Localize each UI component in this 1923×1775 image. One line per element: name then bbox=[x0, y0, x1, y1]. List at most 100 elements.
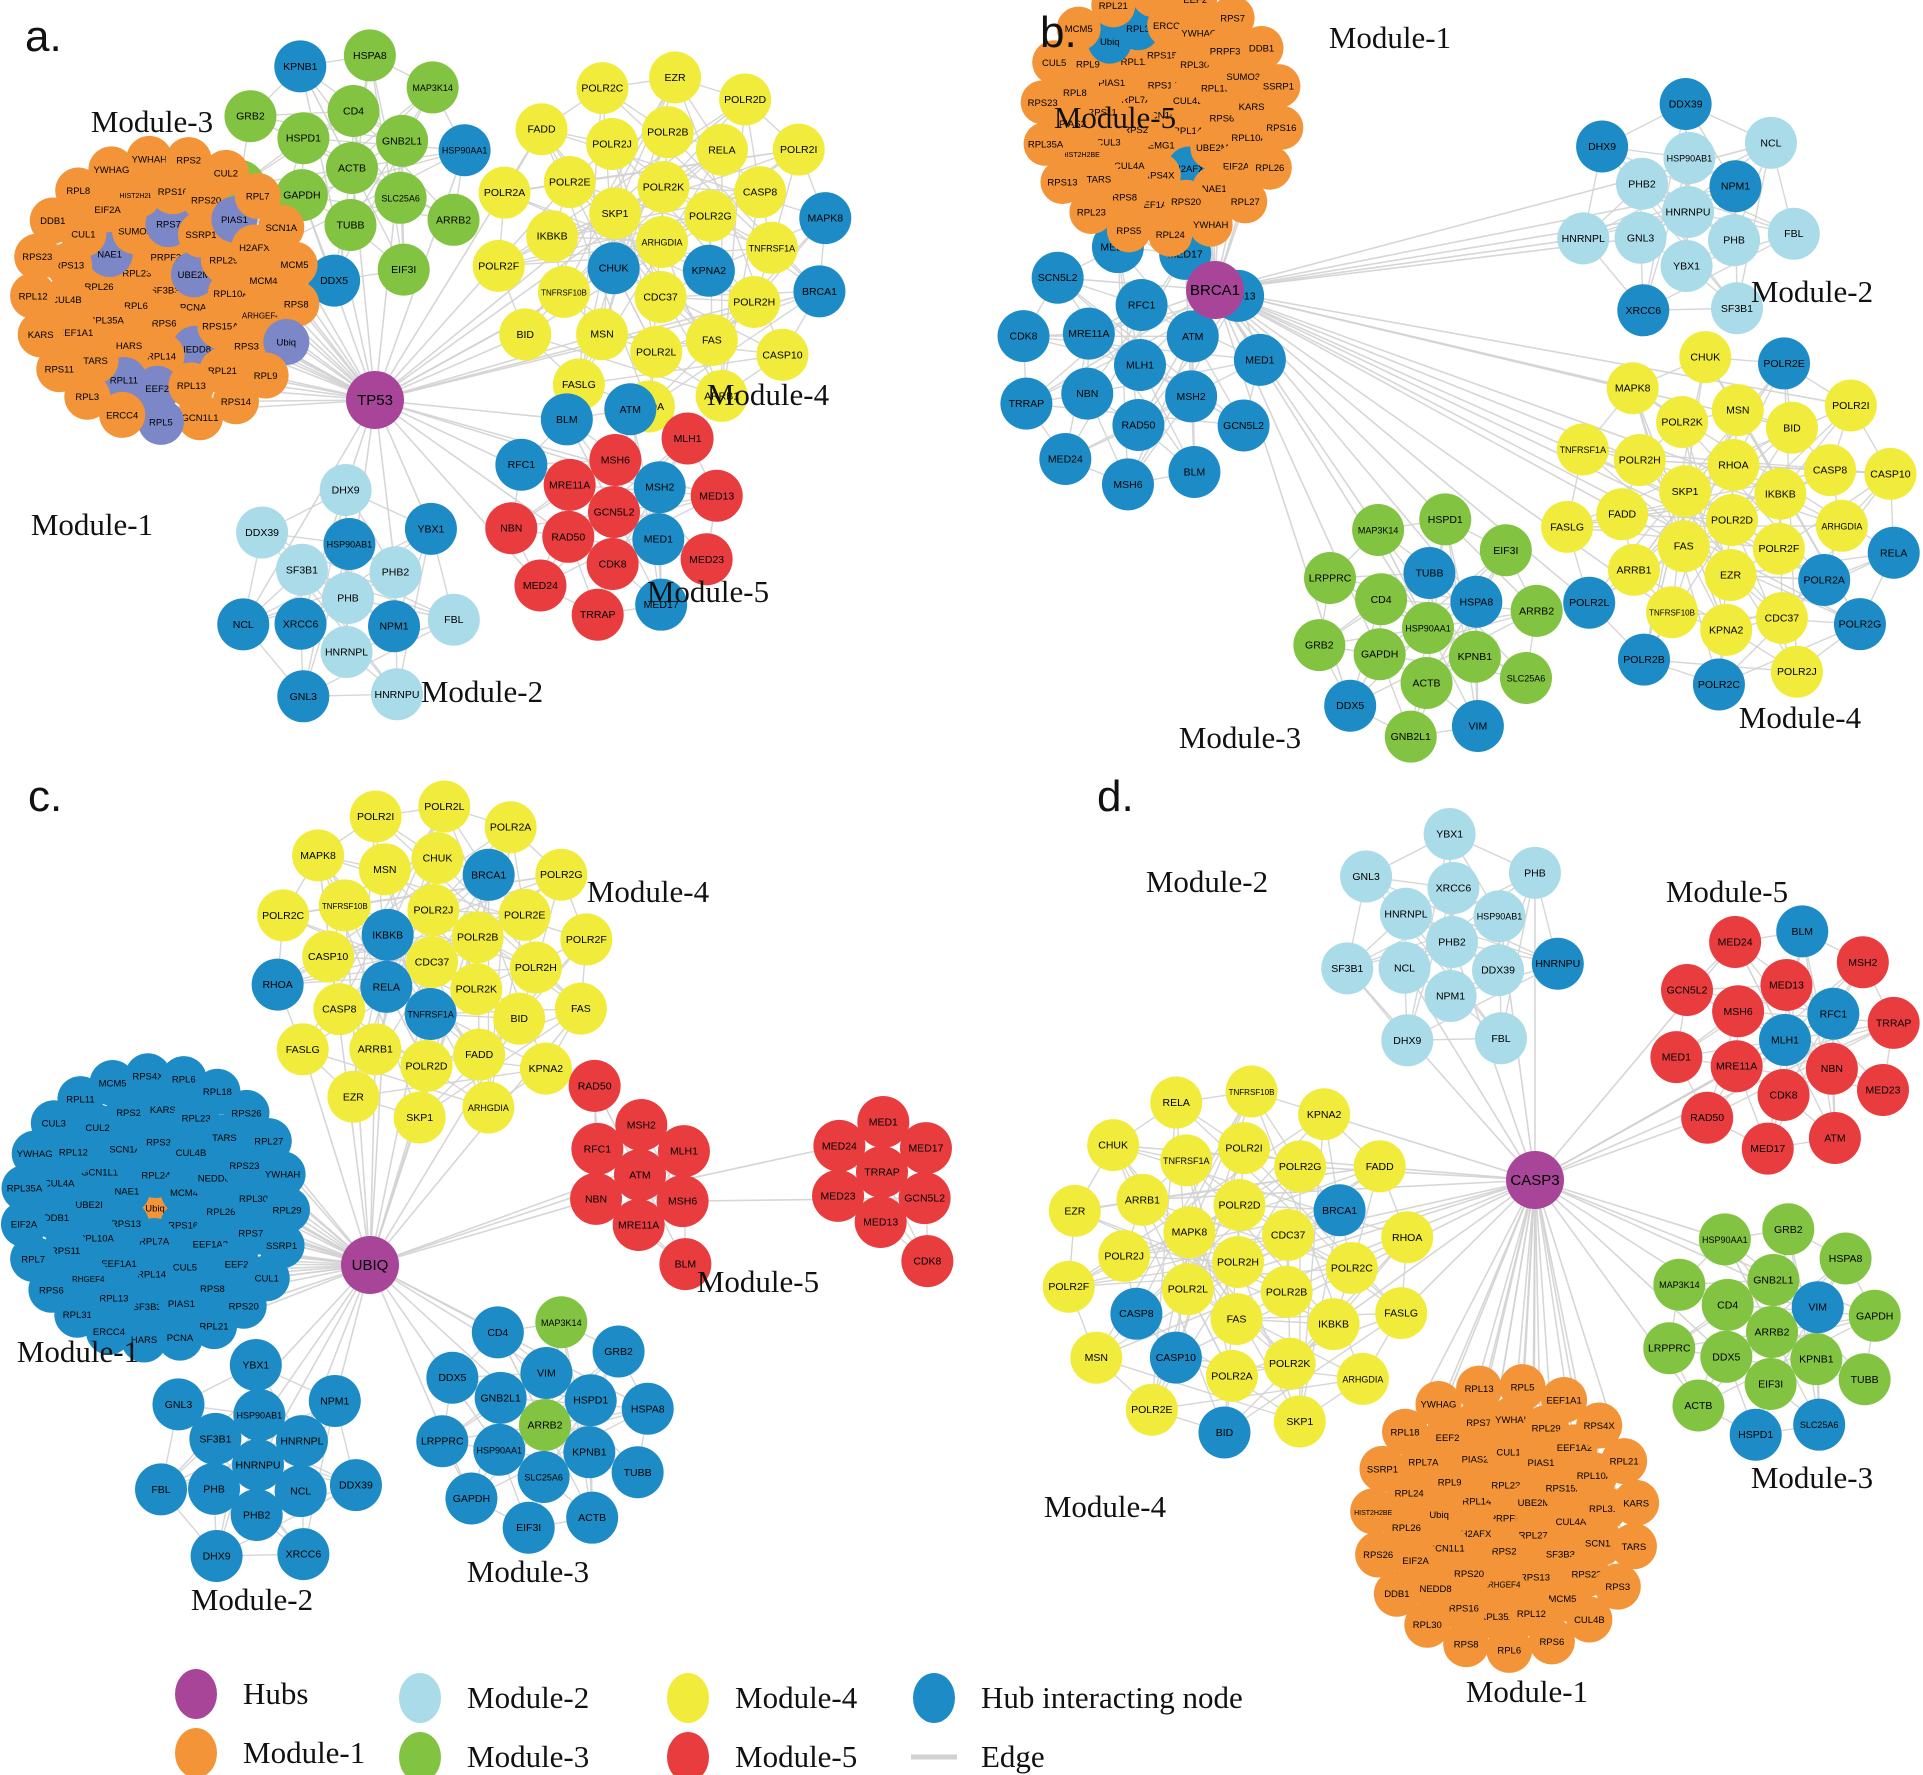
node-SSRP1[interactable] bbox=[1256, 64, 1301, 109]
node-LRPPRC[interactable] bbox=[1304, 552, 1357, 605]
node-MSH2[interactable] bbox=[1165, 370, 1218, 423]
node-RPL23[interactable] bbox=[1069, 190, 1114, 235]
node-NCL[interactable] bbox=[1744, 116, 1797, 169]
node-NBN[interactable] bbox=[1061, 367, 1114, 420]
node-ACTB[interactable] bbox=[1400, 656, 1453, 709]
node-CUL4B[interactable] bbox=[43, 276, 90, 323]
node-SCN5L2[interactable] bbox=[1031, 251, 1084, 304]
node-KPNB1[interactable] bbox=[1448, 630, 1501, 683]
node-IKBKB[interactable] bbox=[526, 210, 579, 263]
node-HSP90AA1[interactable] bbox=[438, 124, 491, 177]
node-TRRAP[interactable] bbox=[1000, 377, 1053, 430]
node-ARHGDIA[interactable] bbox=[1815, 499, 1868, 552]
node-POLR2B[interactable] bbox=[1618, 633, 1671, 686]
node-DHX9[interactable] bbox=[319, 464, 372, 517]
node-GCN1L1[interactable] bbox=[177, 394, 224, 441]
node-ARHGDIA[interactable] bbox=[636, 216, 688, 268]
node-ACTB[interactable] bbox=[326, 142, 378, 194]
node-TUBB[interactable] bbox=[1403, 547, 1456, 600]
node-RPL24[interactable] bbox=[1148, 212, 1193, 257]
node-EZR[interactable] bbox=[1704, 548, 1757, 601]
node-MSN[interactable] bbox=[1711, 384, 1764, 437]
node-BLM[interactable] bbox=[1168, 445, 1221, 498]
node-POLR2K[interactable] bbox=[1656, 395, 1709, 448]
node-TUBB[interactable] bbox=[324, 198, 377, 251]
node-RPL3[interactable] bbox=[64, 373, 111, 420]
node-MCM5[interactable] bbox=[271, 241, 318, 288]
node-TRRAP[interactable] bbox=[571, 588, 624, 641]
node-DDX39[interactable] bbox=[236, 506, 289, 559]
node-HSPA8[interactable] bbox=[1450, 575, 1503, 628]
node-CASP8[interactable] bbox=[1804, 444, 1857, 497]
node-MCM5[interactable] bbox=[1056, 6, 1101, 51]
node-CD4[interactable] bbox=[327, 85, 380, 138]
node-EIF3I[interactable] bbox=[377, 243, 430, 296]
node-RPS23[interactable] bbox=[1020, 80, 1065, 125]
node-RPL21[interactable] bbox=[1091, 0, 1136, 28]
node-DDX5[interactable] bbox=[1324, 679, 1377, 732]
node-SKP1[interactable] bbox=[1659, 465, 1712, 518]
node-GCN5L2[interactable] bbox=[1217, 399, 1270, 452]
node-RPS23[interactable] bbox=[14, 233, 61, 280]
node-EZR[interactable] bbox=[649, 51, 702, 104]
node-RAD50[interactable] bbox=[1112, 398, 1165, 451]
node-RPL12[interactable] bbox=[10, 272, 57, 319]
node-RPS8[interactable] bbox=[273, 280, 320, 327]
node-MSN[interactable] bbox=[576, 308, 629, 361]
node-HSP90AB1[interactable] bbox=[323, 518, 376, 571]
node-GRB2[interactable] bbox=[1293, 619, 1346, 672]
node-POLR2H[interactable] bbox=[728, 275, 781, 328]
node-ERCC4[interactable] bbox=[99, 391, 146, 438]
node-MED24[interactable] bbox=[514, 559, 567, 612]
node-ARRB2[interactable] bbox=[427, 193, 480, 246]
node-BRCA1[interactable] bbox=[793, 265, 846, 318]
node-MLH1[interactable] bbox=[1114, 339, 1166, 391]
node-MLH1[interactable] bbox=[661, 412, 714, 465]
node-YBX1[interactable] bbox=[1660, 239, 1713, 292]
node-SF3B1[interactable] bbox=[275, 543, 328, 596]
node-NPM1[interactable] bbox=[368, 600, 421, 653]
node-RPS13[interactable] bbox=[1040, 160, 1085, 205]
node-NCL[interactable] bbox=[217, 598, 270, 651]
node-GNL3[interactable] bbox=[1614, 211, 1667, 264]
node-TNFRSF1A[interactable] bbox=[745, 221, 798, 274]
node-CASP10[interactable] bbox=[1864, 447, 1917, 500]
node-CUL2[interactable] bbox=[202, 149, 249, 196]
node-PHB[interactable] bbox=[322, 572, 374, 624]
node-PHB[interactable] bbox=[1708, 214, 1761, 267]
node-FBL[interactable] bbox=[1767, 207, 1820, 260]
node-RPL9[interactable] bbox=[242, 352, 289, 399]
node-POLR2L[interactable] bbox=[630, 325, 683, 378]
node-MSH6[interactable] bbox=[589, 434, 642, 487]
node-MAP3K14[interactable] bbox=[1352, 503, 1405, 556]
node-FAS[interactable] bbox=[685, 314, 738, 367]
node-MED23[interactable] bbox=[680, 533, 733, 586]
node-CASP8[interactable] bbox=[734, 166, 787, 219]
node-HNRNPL[interactable] bbox=[320, 625, 373, 678]
node-CD4[interactable] bbox=[1355, 573, 1408, 626]
node-CUL5[interactable] bbox=[1032, 40, 1077, 85]
node-TNFRSF10B[interactable] bbox=[537, 265, 590, 318]
node-KPNA2[interactable] bbox=[682, 244, 735, 297]
node-MSH2[interactable] bbox=[633, 461, 686, 514]
node-YWHAG[interactable] bbox=[88, 146, 135, 193]
node-ARRB2[interactable] bbox=[1510, 584, 1563, 637]
node-ARRB1[interactable] bbox=[695, 369, 748, 422]
node-RPL27[interactable] bbox=[1223, 179, 1268, 224]
node-CDK8[interactable] bbox=[586, 537, 639, 590]
node-HSPA8[interactable] bbox=[343, 29, 396, 82]
node-GRB2[interactable] bbox=[224, 90, 277, 143]
node-IKBKB[interactable] bbox=[1754, 467, 1807, 520]
node-FADD[interactable] bbox=[515, 103, 568, 156]
node-RAD50[interactable] bbox=[542, 510, 595, 563]
node-RPL35A[interactable] bbox=[1023, 121, 1068, 166]
node-ARRB1[interactable] bbox=[1607, 543, 1660, 596]
node-RPS2[interactable] bbox=[165, 137, 212, 184]
node-VIM[interactable] bbox=[1451, 700, 1504, 753]
node-HSP90AA1[interactable] bbox=[1402, 602, 1454, 654]
node-GCN5L2[interactable] bbox=[588, 486, 640, 538]
node-POLR2I[interactable] bbox=[772, 123, 825, 176]
node-KPNA2[interactable] bbox=[1700, 603, 1753, 656]
node-RPS14[interactable] bbox=[212, 378, 259, 425]
node-YBX1[interactable] bbox=[404, 502, 457, 555]
